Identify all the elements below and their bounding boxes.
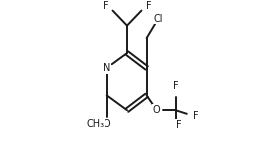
Text: F: F (103, 1, 108, 11)
Text: N: N (103, 63, 110, 73)
Text: O: O (103, 118, 110, 129)
Text: F: F (173, 81, 178, 91)
Text: Cl: Cl (154, 14, 163, 24)
Text: O: O (153, 105, 161, 115)
Text: F: F (193, 111, 198, 121)
Text: F: F (146, 1, 151, 11)
Text: F: F (176, 120, 181, 130)
Text: CH₃: CH₃ (86, 118, 104, 129)
